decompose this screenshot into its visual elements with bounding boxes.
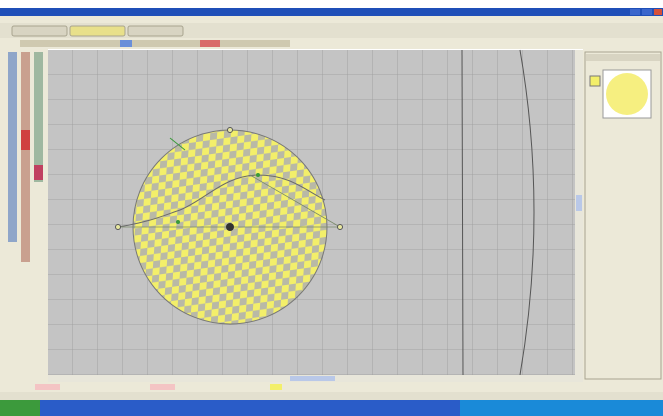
toolbar [0,38,663,49]
handle-node[interactable] [176,220,180,224]
panel-frame [584,51,662,380]
handle-line [249,174,341,228]
top-strip [0,0,663,8]
scroll-thumb[interactable] [290,376,335,381]
close-button[interactable] [654,9,662,15]
status-bar [0,392,663,400]
tab[interactable] [11,25,68,37]
start-button[interactable] [0,400,40,416]
status-swatch [270,384,282,390]
handle-node[interactable] [115,224,121,230]
status-field [35,384,60,390]
menu-bar [0,16,663,23]
status-field [150,384,175,390]
toolbar-icons [20,40,290,47]
guide-line [461,49,464,376]
scroll-thumb[interactable] [576,195,582,211]
guide-curve [519,49,535,376]
vertical-scrollbar[interactable] [575,50,583,375]
tab[interactable] [127,25,184,37]
thumbnail-circle [606,73,648,115]
handle-node[interactable] [256,173,260,177]
panel-header [586,54,660,61]
tab[interactable] [69,25,126,37]
status-bar [0,382,663,392]
drawing [115,49,535,376]
curve [117,174,326,228]
handle-node[interactable] [227,127,233,133]
window-button[interactable] [630,9,640,15]
center-node[interactable] [226,223,234,231]
window-button[interactable] [642,9,652,15]
title-bar [0,8,663,16]
handle-line [169,137,186,151]
tool-icons[interactable] [8,52,43,262]
tray [460,400,663,416]
layer-icon[interactable] [589,75,601,87]
handle-node[interactable] [337,224,343,230]
